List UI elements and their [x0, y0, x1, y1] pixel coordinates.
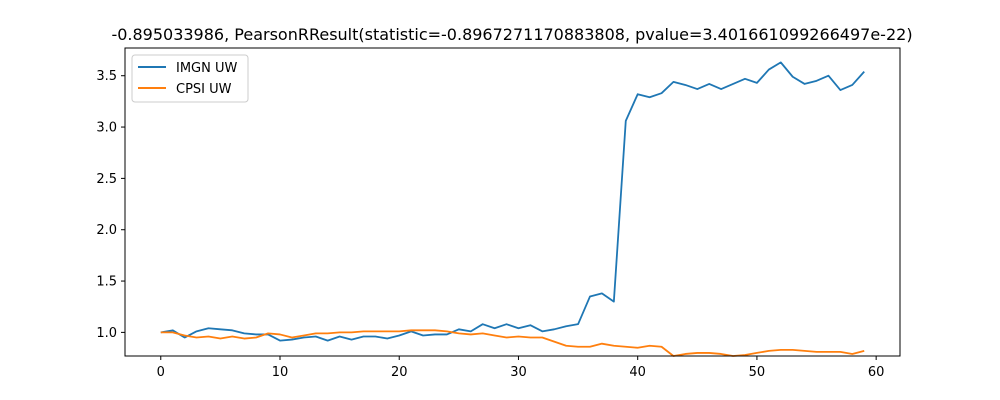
- ticks-layer: 0 10 20 30 40 50 60 1.0 1.5 2.0 2.5 3.0 3.5: [96, 69, 884, 380]
- y-tick-label: 2.0: [96, 223, 117, 238]
- y-tick-label: 3.0: [96, 121, 117, 136]
- y-tick-label: 2.5: [96, 172, 117, 187]
- x-tick-label: 40: [629, 365, 646, 380]
- x-tick-label: 50: [749, 365, 766, 380]
- x-tick-label: 60: [868, 365, 885, 380]
- legend-label-imgn: IMGN UW: [176, 61, 237, 76]
- x-tick-label: 20: [391, 365, 408, 380]
- y-tick-label: 1.0: [96, 326, 117, 341]
- plot-frame: [124, 47, 901, 357]
- chart-title: -0.895033986, PearsonRResult(statistic=-…: [111, 25, 912, 44]
- legend-label-cpsi: CPSI UW: [176, 82, 232, 97]
- legend: IMGN UW CPSI UW: [131, 54, 249, 103]
- x-tick-label: 30: [510, 365, 527, 380]
- y-tick-label: 3.5: [96, 69, 117, 84]
- y-tick-label: 1.5: [96, 275, 117, 290]
- x-tick-label: 10: [272, 365, 289, 380]
- x-tick-label: 0: [157, 365, 165, 380]
- series-line-cpsi: [160, 329, 865, 357]
- series-line-imgn: [160, 61, 865, 342]
- series-layer: [160, 61, 865, 357]
